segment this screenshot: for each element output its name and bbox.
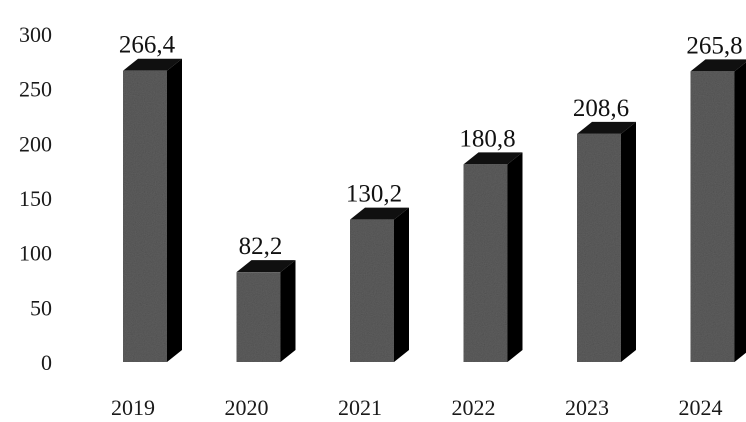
y-axis: 0 50 100 150 200 250 300 xyxy=(19,22,52,375)
bar-front-face xyxy=(123,70,167,363)
bar-front-face xyxy=(577,133,621,362)
bar-top-face xyxy=(577,121,636,134)
bar-top-face xyxy=(463,152,523,165)
x-tick-label: 2020 xyxy=(225,395,269,420)
bar-side-face xyxy=(621,121,636,362)
y-tick-label: 0 xyxy=(41,350,52,375)
x-tick-label: 2021 xyxy=(338,395,382,420)
bar xyxy=(463,152,523,362)
y-tick-label: 100 xyxy=(19,241,52,266)
bar-data-label: 266,4 xyxy=(119,32,176,59)
bar xyxy=(350,207,409,362)
y-tick-label: 150 xyxy=(19,186,52,211)
bar-data-label: 265,8 xyxy=(686,32,742,59)
bar-side-face xyxy=(167,58,182,363)
bar-top-face xyxy=(350,207,409,220)
bar-side-face xyxy=(280,260,296,362)
bar xyxy=(236,260,296,362)
bar-side-face xyxy=(734,62,746,362)
bar-top-face xyxy=(123,58,182,71)
bar-front-face xyxy=(236,272,281,362)
bar-front-face xyxy=(463,164,508,362)
bar xyxy=(690,59,746,362)
bar-side-face xyxy=(394,207,409,362)
y-tick-label: 300 xyxy=(19,22,52,47)
bar xyxy=(577,121,636,362)
bar-top-face xyxy=(236,260,296,273)
x-tick-label: 2023 xyxy=(565,395,609,420)
bar-data-label: 130,2 xyxy=(346,181,402,208)
bars: 266,4 82,2 130,2 180,8 208,6 265,8 xyxy=(119,32,746,363)
bar-front-face xyxy=(690,71,735,362)
bar-top-face xyxy=(690,59,746,72)
bar-data-label: 82,2 xyxy=(239,233,283,260)
y-tick-label: 50 xyxy=(30,295,52,320)
bar-front-face xyxy=(350,219,394,362)
x-tick-label: 2019 xyxy=(111,395,155,420)
x-axis: 2019 2020 2021 2022 2023 2024 xyxy=(111,395,723,420)
bar-data-label: 180,8 xyxy=(459,125,515,152)
bar xyxy=(123,58,182,363)
y-tick-label: 200 xyxy=(19,131,52,156)
bar-data-label: 208,6 xyxy=(573,95,629,122)
x-tick-label: 2022 xyxy=(452,395,496,420)
bar-side-face xyxy=(507,152,523,362)
y-tick-label: 250 xyxy=(19,77,52,102)
x-tick-label: 2024 xyxy=(679,395,723,420)
